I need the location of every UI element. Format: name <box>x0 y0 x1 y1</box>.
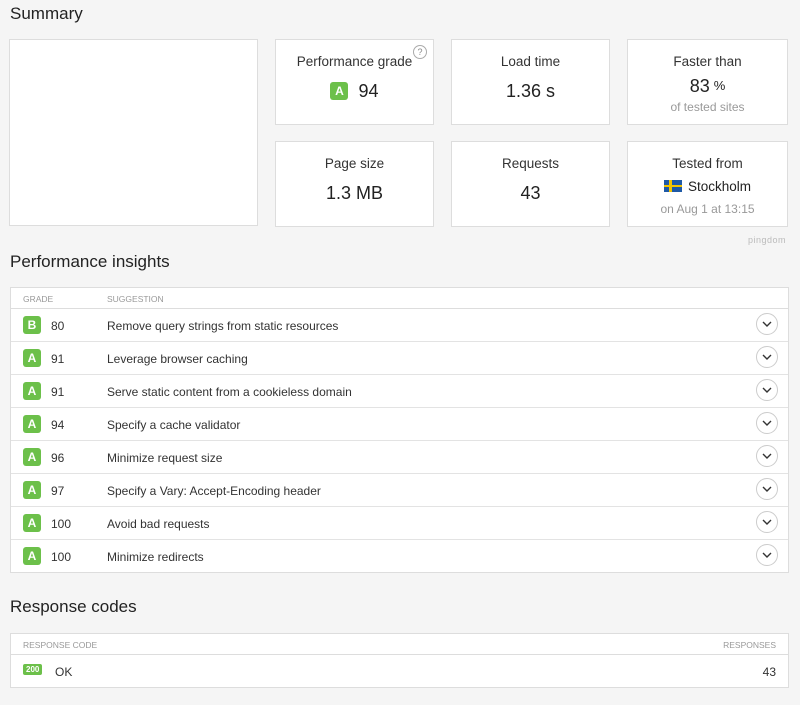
grade-badge: B <box>23 316 41 334</box>
suggestion-column-header: Suggestion <box>107 294 164 304</box>
page-size-value: 1.3 MB <box>325 183 384 203</box>
insight-suggestion: Minimize request size <box>107 451 223 465</box>
grade-badge: A <box>23 514 41 532</box>
insights-title: Performance insights <box>10 252 170 271</box>
page-size-card: Page size 1.3 MB <box>275 141 434 227</box>
insights-header: Grade Suggestion <box>11 288 788 309</box>
expand-chevron-icon[interactable] <box>756 544 778 566</box>
faster-than-number: 83 <box>689 76 710 96</box>
insight-row[interactable]: B 80 Remove query strings from static reso… <box>11 309 788 342</box>
response-code-column-header: Response code <box>23 640 98 650</box>
faster-than-card: Faster than 83% of tested sites <box>627 39 788 125</box>
help-icon[interactable]: ? <box>413 45 427 59</box>
faster-than-value: 83% <box>628 76 787 97</box>
pingdom-logo: pingdom <box>747 235 786 245</box>
response-status: OK <box>55 665 73 679</box>
expand-chevron-icon[interactable] <box>756 478 778 500</box>
responses-column-header: Responses <box>723 640 776 650</box>
response-codes-header: Response code Responses <box>11 634 788 655</box>
insight-score: 80 <box>51 319 65 333</box>
load-time-label: Load time <box>500 54 561 69</box>
response-codes-table: Response code Responses 200 OK 43 <box>10 633 789 688</box>
insight-score: 100 <box>51 517 72 531</box>
response-code-badge: 200 <box>23 664 43 675</box>
insight-row[interactable]: A 94 Specify a cache validator <box>11 408 788 441</box>
expand-chevron-icon[interactable] <box>756 346 778 368</box>
insight-row[interactable]: A 91 Serve static content from a cookieles… <box>11 375 788 408</box>
grade-badge: A <box>23 481 41 499</box>
insight-score: 94 <box>51 418 65 432</box>
expand-chevron-icon[interactable] <box>756 313 778 335</box>
grade-column-header: Grade <box>23 294 54 304</box>
performance-grade-label: Performance grade <box>296 54 413 69</box>
insight-row[interactable]: A 96 Minimize request size <box>11 441 788 474</box>
location-name: Stockholm <box>687 179 752 194</box>
insight-row[interactable]: A 91 Leverage browser caching <box>11 342 788 375</box>
insight-suggestion: Remove query strings from static resourc… <box>107 319 339 333</box>
expand-chevron-icon[interactable] <box>756 379 778 401</box>
tested-from-label: Tested from <box>672 156 743 171</box>
page-size-label: Page size <box>324 156 385 171</box>
screenshot-thumbnail <box>9 39 258 226</box>
expand-chevron-icon[interactable] <box>756 412 778 434</box>
insight-suggestion: Serve static content from a cookieless d… <box>107 385 352 399</box>
response-count: 43 <box>762 665 776 679</box>
faster-than-label: Faster than <box>673 54 742 69</box>
grade-badge: A <box>330 82 349 100</box>
tested-from-card: Tested from Stockholm on Aug 1 at 13:15 <box>627 141 788 227</box>
insight-row[interactable]: A 97 Specify a Vary: Accept-Encoding heade… <box>11 474 788 507</box>
insight-row[interactable]: A 100 Avoid bad requests <box>11 507 788 540</box>
load-time-value: 1.36 s <box>505 81 556 101</box>
sweden-flag-icon <box>663 180 682 192</box>
insight-score: 100 <box>51 550 72 564</box>
requests-card: Requests 43 <box>451 141 610 227</box>
insight-suggestion: Leverage browser caching <box>107 352 248 366</box>
insight-suggestion: Minimize redirects <box>107 550 204 564</box>
requests-label: Requests <box>501 156 560 171</box>
requests-value: 43 <box>520 183 541 203</box>
performance-grade-card: ? Performance grade A 94 <box>275 39 434 125</box>
grade-badge: A <box>23 547 41 565</box>
insight-score: 97 <box>51 484 65 498</box>
grade-badge: A <box>23 415 41 433</box>
grade-badge: A <box>23 382 41 400</box>
performance-grade-value: A 94 <box>276 81 433 102</box>
response-codes-title: Response codes <box>10 597 137 616</box>
insight-score: 91 <box>51 385 65 399</box>
insight-score: 96 <box>51 451 65 465</box>
faster-than-sub: of tested sites <box>670 100 745 114</box>
tested-from-location: Stockholm <box>628 179 787 194</box>
grade-badge: A <box>23 448 41 466</box>
insight-score: 91 <box>51 352 65 366</box>
response-code-row: 200 OK 43 <box>11 655 788 687</box>
expand-chevron-icon[interactable] <box>756 445 778 467</box>
insight-row[interactable]: A 100 Minimize redirects <box>11 540 788 572</box>
expand-chevron-icon[interactable] <box>756 511 778 533</box>
percent-unit: % <box>713 78 726 93</box>
load-time-card: Load time 1.36 s <box>451 39 610 125</box>
insights-table: Grade Suggestion B 80 Remove query strings… <box>10 287 789 573</box>
summary-title: Summary <box>10 4 83 23</box>
performance-score: 94 <box>358 81 379 101</box>
grade-badge: A <box>23 349 41 367</box>
insight-suggestion: Specify a cache validator <box>107 418 241 432</box>
insight-suggestion: Avoid bad requests <box>107 517 210 531</box>
tested-from-date: on Aug 1 at 13:15 <box>660 202 755 216</box>
insight-suggestion: Specify a Vary: Accept-Encoding header <box>107 484 321 498</box>
